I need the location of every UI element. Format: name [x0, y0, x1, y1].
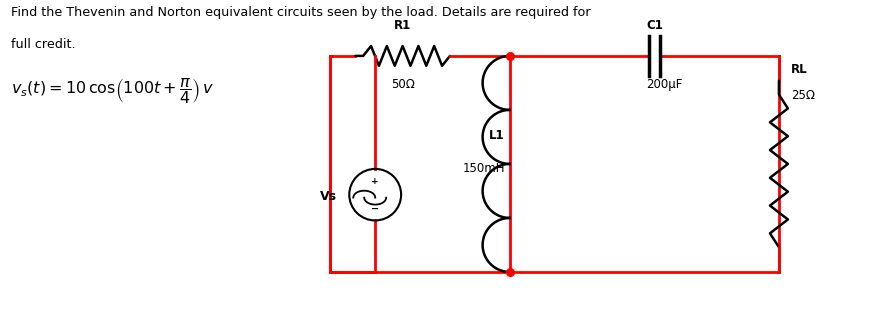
Text: Vs: Vs: [320, 190, 337, 203]
Text: R1: R1: [394, 19, 411, 32]
Text: 150mH: 150mH: [462, 162, 505, 175]
Text: full credit.: full credit.: [11, 38, 76, 51]
Text: +: +: [371, 177, 379, 186]
Text: C1: C1: [646, 19, 663, 32]
Text: $v_s(t) = 10\,\cos\!\left(100t + \dfrac{\pi}{4}\right)\,v$: $v_s(t) = 10\,\cos\!\left(100t + \dfrac{…: [11, 76, 215, 106]
Text: −: −: [371, 203, 379, 214]
Text: L1: L1: [489, 129, 505, 142]
Text: 50Ω: 50Ω: [391, 78, 414, 91]
Text: Find the Thevenin and Norton equivalent circuits seen by the load. Details are r: Find the Thevenin and Norton equivalent …: [11, 6, 591, 19]
Text: 25Ω: 25Ω: [791, 89, 815, 102]
Text: RL: RL: [791, 63, 808, 76]
Text: 200μF: 200μF: [646, 78, 683, 91]
